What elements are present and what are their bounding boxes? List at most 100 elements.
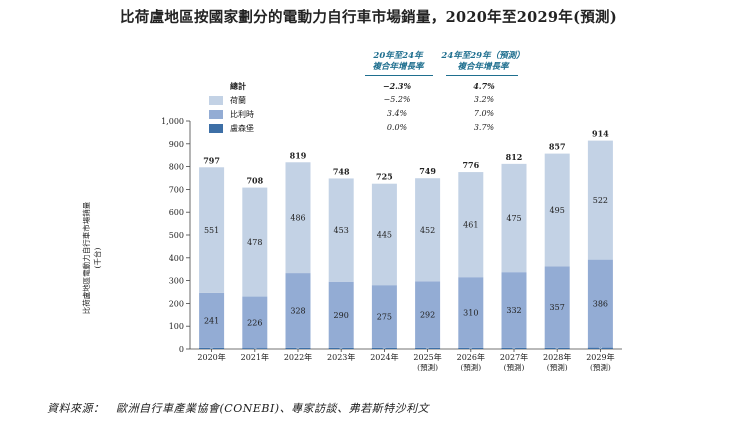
bar-total-label: 725 [376, 172, 393, 182]
bar-value-label: 332 [506, 306, 521, 315]
legend-label: 荷蘭 [230, 96, 246, 105]
bar-segment [328, 347, 354, 349]
x-tick-note: (預測) [547, 362, 568, 372]
bar-segment [199, 167, 225, 293]
bar-segment [371, 183, 397, 286]
bar-segment [544, 266, 570, 348]
bar-value-label: 453 [334, 226, 349, 235]
x-tick-note: (預測) [460, 362, 481, 372]
bar-value-label: 522 [593, 196, 608, 205]
bar-segment [587, 259, 613, 348]
y-tick-label: 800 [169, 163, 184, 172]
legend-row: 盧森堡 0.0% 3.7% [209, 123, 509, 135]
cagr-header-1-line-2: 複合年增長率 [372, 62, 424, 72]
legend-label: 比利時 [230, 110, 254, 119]
bar-segment [199, 347, 225, 349]
bar-value-label: 445 [377, 230, 392, 239]
legend-label: 盧森堡 [230, 124, 254, 133]
bar-total-label: 819 [290, 150, 307, 160]
bar-segment [587, 347, 613, 349]
bar-segment [285, 273, 311, 348]
bar-value-label: 357 [550, 303, 565, 312]
bar-value-label: 475 [506, 214, 521, 223]
y-tick-label: 1,000 [161, 117, 184, 126]
cagr-header-1-underline [365, 75, 433, 76]
x-tick-label: 2026年 [457, 352, 485, 362]
bar-segment [328, 178, 354, 282]
x-tick-label: 2028年 [543, 352, 571, 362]
bar-total-label: 797 [203, 155, 220, 165]
cagr-header-1-line-1: 20年至24年 [373, 51, 423, 61]
bar-value-label: 328 [290, 306, 305, 315]
x-tick-label: 2029年 [586, 352, 614, 362]
bar-segment [415, 281, 441, 348]
cagr-header-2-line-1: 24年至29年（預測） [441, 51, 525, 61]
bar-value-label: 386 [593, 300, 608, 309]
bar-segment [458, 277, 484, 348]
x-tick-note: (預測) [590, 362, 611, 372]
bar-segment [242, 296, 268, 349]
bar-value-label: 495 [550, 206, 565, 215]
cagr-header-2-underline [446, 75, 518, 76]
bar-value-label: 486 [290, 214, 305, 223]
x-tick-note: (預測) [417, 362, 438, 372]
bar-value-label: 226 [247, 318, 262, 327]
bar-total-label: 749 [419, 166, 436, 176]
bar-segment [501, 347, 527, 349]
bar-value-label: 241 [204, 316, 219, 325]
y-tick-label: 400 [169, 254, 184, 263]
bar-value-label: 275 [377, 313, 392, 322]
x-tick-label: 2024年 [370, 352, 398, 362]
cagr-header-2020-2024: 20年至24年 複合年增長率 [355, 51, 441, 73]
y-tick-label: 300 [169, 277, 184, 286]
bar-segment [328, 281, 354, 348]
bar-total-label: 812 [506, 152, 523, 162]
cagr-header-2-line-2: 複合年增長率 [457, 62, 509, 72]
bar-segment [199, 292, 225, 348]
bar-value-label: 551 [204, 226, 219, 235]
bar-segment [242, 348, 268, 349]
bar-total-label: 857 [549, 142, 566, 152]
bar-segment [285, 347, 311, 349]
bar-value-label: 461 [463, 221, 478, 230]
x-tick-label: 2021年 [241, 352, 269, 362]
x-tick-label: 2020年 [197, 352, 225, 362]
x-tick-label: 2027年 [500, 352, 528, 362]
bar-segment [371, 285, 397, 348]
legend-swatch [209, 124, 223, 133]
bar-value-label: 290 [334, 311, 349, 320]
chart-title: 比荷盧地區按國家劃分的電動力自行車市場銷量，2020年至2029年(預測) [119, 9, 618, 26]
bar-total-label: 776 [462, 160, 479, 170]
bar-total-label: 748 [333, 166, 350, 176]
bar-total-label: 914 [592, 129, 609, 139]
x-tick-label: 2022年 [284, 352, 312, 362]
cagr-header-2024-2029: 24年至29年（預測） 複合年增長率 [440, 51, 526, 73]
bar-segment [285, 162, 311, 274]
cagr-2020-2024-value: −2.3% [382, 81, 412, 91]
bar-segment [544, 347, 570, 349]
y-tick-label: 0 [179, 345, 184, 354]
bar-value-label: 310 [463, 309, 478, 318]
bar-segment [415, 347, 441, 349]
legend-row: 荷蘭 −5.2% 3.2% [209, 95, 509, 107]
source-note: 資料來源： 歐洲自行車產業協會(CONEBI)、專家訪談、弗若斯特沙利文 [47, 402, 430, 415]
x-tick-label: 2023年 [327, 352, 355, 362]
bar-value-label: 292 [420, 311, 435, 320]
y-tick-label: 200 [169, 299, 184, 308]
x-tick-label: 2025年 [413, 352, 441, 362]
y-tick-label: 500 [169, 231, 184, 240]
bar-segment [371, 347, 397, 349]
bar-segment [458, 172, 484, 278]
bar-value-label: 478 [247, 238, 262, 247]
bar-segment [501, 163, 527, 273]
bar-segment [587, 140, 613, 260]
bar-value-label: 452 [420, 226, 435, 235]
cagr-2024-2029-value: 7.0% [473, 109, 495, 118]
legend-swatch [209, 110, 223, 119]
legend-row: 總計 −2.3% 4.7% [209, 81, 509, 93]
y-tick-label: 600 [169, 208, 184, 217]
bar-segment [458, 347, 484, 349]
cagr-2020-2024-value: 3.4% [386, 109, 408, 118]
bar-segment [415, 178, 441, 282]
